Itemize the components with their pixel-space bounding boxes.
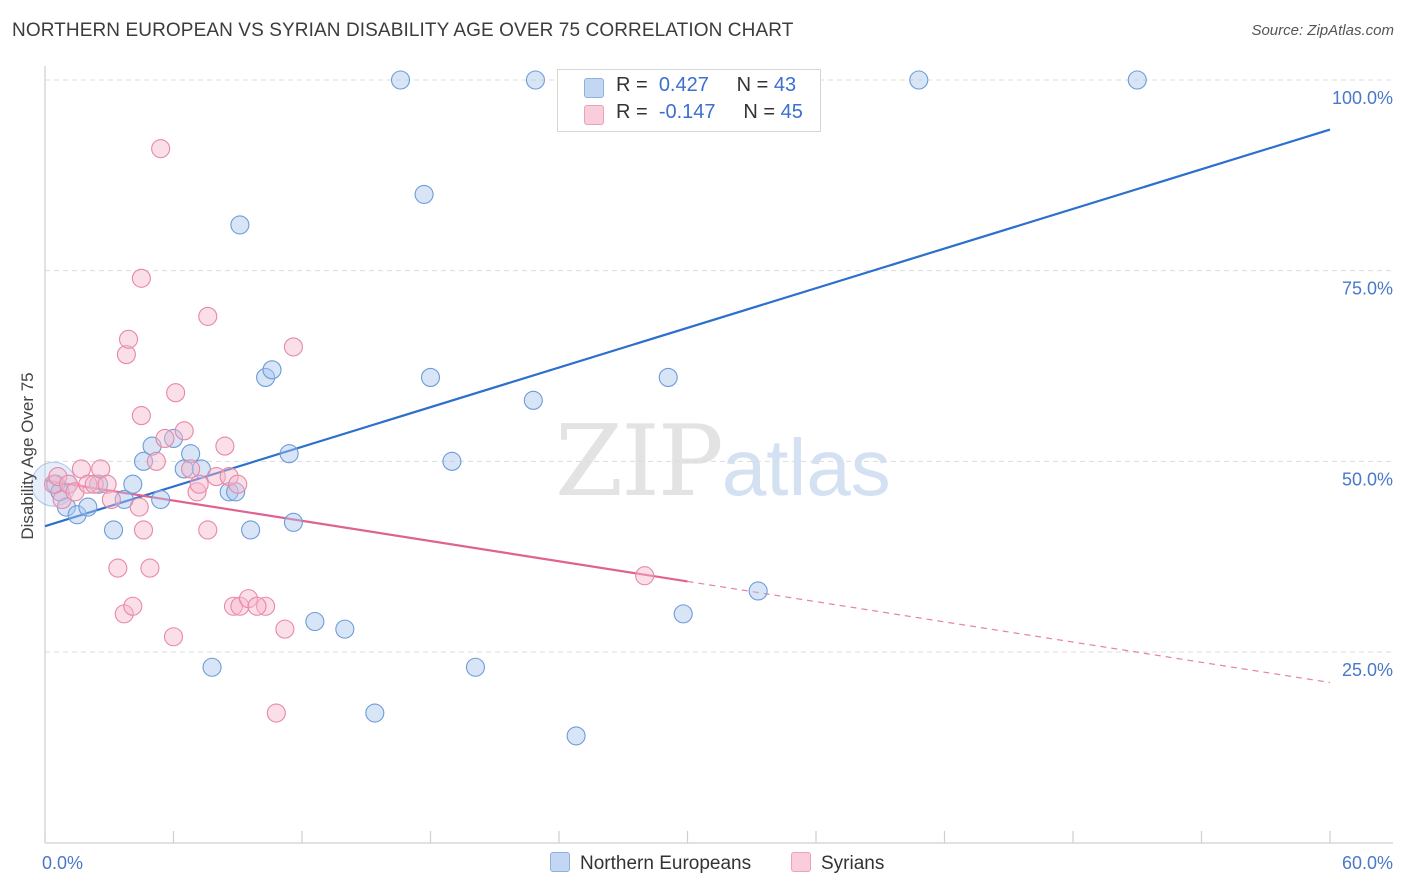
data-point-syrians (101, 489, 121, 510)
data-point-syrians (151, 139, 171, 159)
legend-label-syrians: Syrians (821, 853, 885, 874)
data-point-northern-europeans (465, 657, 486, 677)
data-point-syrians (59, 474, 79, 494)
data-point-syrians (97, 474, 117, 494)
trend-line-syrians-extrapolated (687, 580, 1331, 684)
legend-label-northern-europeans: Northern Europeans (580, 853, 752, 874)
r-label: R = (616, 74, 648, 96)
watermark-zip: ZIP (555, 405, 724, 519)
data-point-syrians (163, 627, 184, 647)
n-label: N = (743, 101, 776, 123)
data-point-syrians (228, 474, 248, 494)
x-tick-label: 60.0% (1342, 853, 1393, 873)
legend-item-northern-europeans: Northern Europeans (550, 852, 751, 875)
data-point-northern-europeans (262, 360, 282, 380)
data-point-syrians (131, 268, 151, 288)
data-point-northern-europeans (658, 367, 678, 387)
data-point-syrians (48, 467, 68, 487)
data-point-northern-europeans (191, 459, 211, 479)
stats-legend: R = 0.427 N = 43 R = -0.147 N = 45 (557, 69, 821, 132)
x-tick-label: 0.0% (42, 853, 83, 873)
data-point-northern-europeans (103, 520, 124, 540)
data-point-syrians (129, 497, 149, 517)
data-point-northern-europeans (305, 611, 325, 632)
data-point-syrians (189, 474, 209, 494)
trend-line-northern-europeans (44, 128, 1331, 528)
n-value: 43 (773, 74, 797, 96)
swatch-northern-europeans (584, 78, 604, 98)
data-point-syrians (166, 383, 186, 403)
y-axis-label: Disability Age Over 75 (18, 372, 37, 539)
watermark: ZIPatlas (555, 405, 891, 519)
data-point-northern-europeans (67, 505, 87, 525)
data-point-syrians (78, 474, 98, 494)
data-point-syrians (275, 619, 295, 639)
data-point-northern-europeans (241, 520, 261, 540)
r-value: -0.147 (658, 101, 716, 123)
data-point-syrians (181, 459, 201, 479)
swatch-syrians (584, 105, 604, 125)
legend-swatch-syrians (791, 852, 811, 872)
data-point-syrians (155, 428, 175, 449)
data-point-syrians (146, 451, 166, 471)
data-point-syrians (266, 703, 286, 723)
data-point-northern-europeans (256, 367, 276, 387)
data-point-syrians (635, 566, 655, 586)
data-point-syrians (131, 406, 151, 426)
data-point-northern-europeans (673, 604, 693, 624)
data-points (31, 70, 1147, 746)
r-label: R = (616, 101, 648, 123)
data-point-syrians (108, 558, 128, 578)
axis-labels: 25.0% 50.0% 75.0% 100.0% 0.0% 60.0% Disability… (18, 88, 1393, 873)
source-credit: Source: ZipAtlas.com (1251, 22, 1394, 39)
n-value: 45 (780, 101, 803, 123)
y-tick-label: 25.0% (1342, 660, 1393, 680)
data-point-northern-europeans (420, 367, 441, 387)
data-point-syrians (123, 596, 143, 616)
data-point-northern-europeans (525, 70, 545, 90)
data-point-northern-europeans (748, 581, 768, 601)
data-point-northern-europeans (78, 497, 98, 517)
data-point-syrians (198, 306, 218, 326)
legend-swatch-northern-europeans (550, 852, 570, 872)
data-point-syrians (247, 596, 267, 616)
data-point-northern-europeans (202, 657, 222, 677)
data-point-northern-europeans (1127, 70, 1147, 90)
r-value: 0.427 (658, 74, 709, 96)
data-point-syrians (116, 345, 136, 365)
legend-item-syrians: Syrians (791, 852, 884, 875)
data-point-northern-europeans (230, 215, 250, 235)
data-point-syrians (174, 421, 194, 441)
data-point-syrians (118, 329, 139, 349)
data-point-northern-europeans (414, 184, 434, 204)
data-point-syrians (140, 558, 160, 578)
n-label: N = (736, 74, 769, 96)
data-point-northern-europeans (909, 70, 929, 90)
data-point-northern-europeans (390, 70, 411, 90)
watermark-atlas: atlas (721, 423, 891, 512)
data-point-northern-europeans (283, 512, 303, 532)
data-point-syrians (198, 520, 218, 540)
axes (44, 66, 1393, 844)
data-point-syrians (133, 520, 154, 540)
data-point-northern-europeans (523, 390, 543, 410)
y-tick-label: 100.0% (1332, 88, 1393, 108)
data-point-syrians (223, 596, 244, 616)
data-point-syrians (187, 482, 207, 502)
data-point-northern-europeans (123, 474, 143, 494)
data-point-syrians (283, 337, 303, 357)
data-point-northern-europeans (279, 444, 299, 464)
data-point-northern-europeans (151, 489, 171, 510)
data-point-northern-europeans (181, 444, 201, 464)
grid-lines (45, 79, 1393, 653)
y-tick-label: 50.0% (1342, 469, 1393, 489)
data-point-northern-europeans (365, 703, 385, 723)
data-point-northern-europeans (566, 726, 586, 746)
data-point-northern-europeans (442, 451, 462, 471)
data-point-northern-europeans (335, 619, 355, 639)
data-point-syrians (215, 436, 235, 456)
chart-title: NORTHERN EUROPEAN VS SYRIAN DISABILITY A… (12, 20, 794, 41)
y-tick-label: 75.0% (1342, 279, 1393, 299)
